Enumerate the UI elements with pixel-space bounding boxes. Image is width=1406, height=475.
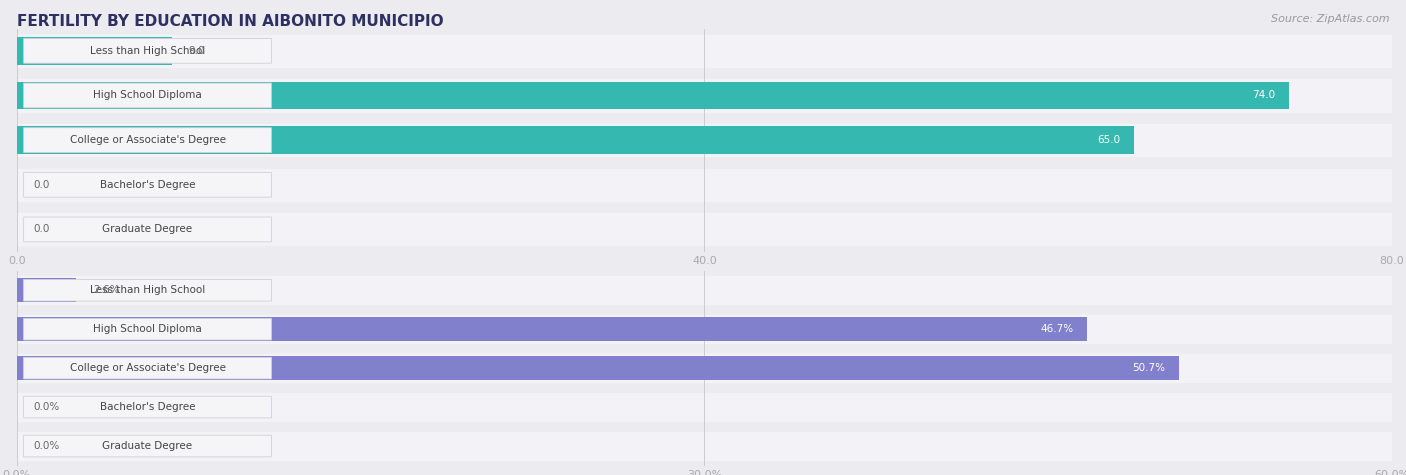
Text: 46.7%: 46.7% xyxy=(1040,324,1073,334)
Text: 50.7%: 50.7% xyxy=(1132,363,1166,373)
Text: 2.6%: 2.6% xyxy=(93,285,120,295)
Bar xyxy=(17,79,1392,112)
Text: High School Diploma: High School Diploma xyxy=(93,90,202,101)
Bar xyxy=(17,356,1178,380)
Text: Less than High School: Less than High School xyxy=(90,46,205,56)
Bar xyxy=(17,35,1392,67)
Text: 0.0: 0.0 xyxy=(34,224,49,235)
Text: College or Associate's Degree: College or Associate's Degree xyxy=(69,363,225,373)
FancyBboxPatch shape xyxy=(24,435,271,457)
Text: High School Diploma: High School Diploma xyxy=(93,324,202,334)
Text: FERTILITY BY EDUCATION IN AIBONITO MUNICIPIO: FERTILITY BY EDUCATION IN AIBONITO MUNIC… xyxy=(17,14,443,29)
Bar xyxy=(17,278,76,302)
Text: Less than High School: Less than High School xyxy=(90,285,205,295)
FancyBboxPatch shape xyxy=(24,38,271,63)
Text: Graduate Degree: Graduate Degree xyxy=(103,224,193,235)
FancyBboxPatch shape xyxy=(24,83,271,108)
Text: Source: ZipAtlas.com: Source: ZipAtlas.com xyxy=(1271,14,1389,24)
FancyBboxPatch shape xyxy=(24,128,271,152)
Bar xyxy=(17,82,1289,109)
Text: Bachelor's Degree: Bachelor's Degree xyxy=(100,180,195,190)
Text: 74.0: 74.0 xyxy=(1251,90,1275,101)
Bar xyxy=(17,432,1392,460)
FancyBboxPatch shape xyxy=(24,396,271,418)
Text: 9.0: 9.0 xyxy=(188,46,204,56)
Bar xyxy=(17,393,1392,421)
Bar xyxy=(17,276,1392,304)
FancyBboxPatch shape xyxy=(24,172,271,197)
Bar xyxy=(17,213,1392,246)
FancyBboxPatch shape xyxy=(24,357,271,379)
Bar xyxy=(17,169,1392,201)
Bar xyxy=(17,37,172,65)
Text: College or Associate's Degree: College or Associate's Degree xyxy=(69,135,225,145)
FancyBboxPatch shape xyxy=(24,217,271,242)
Text: 0.0%: 0.0% xyxy=(34,441,59,451)
FancyBboxPatch shape xyxy=(24,279,271,301)
Text: 65.0: 65.0 xyxy=(1097,135,1121,145)
Text: 0.0: 0.0 xyxy=(34,180,49,190)
Bar xyxy=(17,315,1392,343)
FancyBboxPatch shape xyxy=(24,318,271,340)
Text: Graduate Degree: Graduate Degree xyxy=(103,441,193,451)
Bar xyxy=(17,317,1087,341)
Bar xyxy=(17,126,1135,154)
Bar xyxy=(17,354,1392,382)
Bar xyxy=(17,124,1392,156)
Text: 0.0%: 0.0% xyxy=(34,402,59,412)
Text: Bachelor's Degree: Bachelor's Degree xyxy=(100,402,195,412)
